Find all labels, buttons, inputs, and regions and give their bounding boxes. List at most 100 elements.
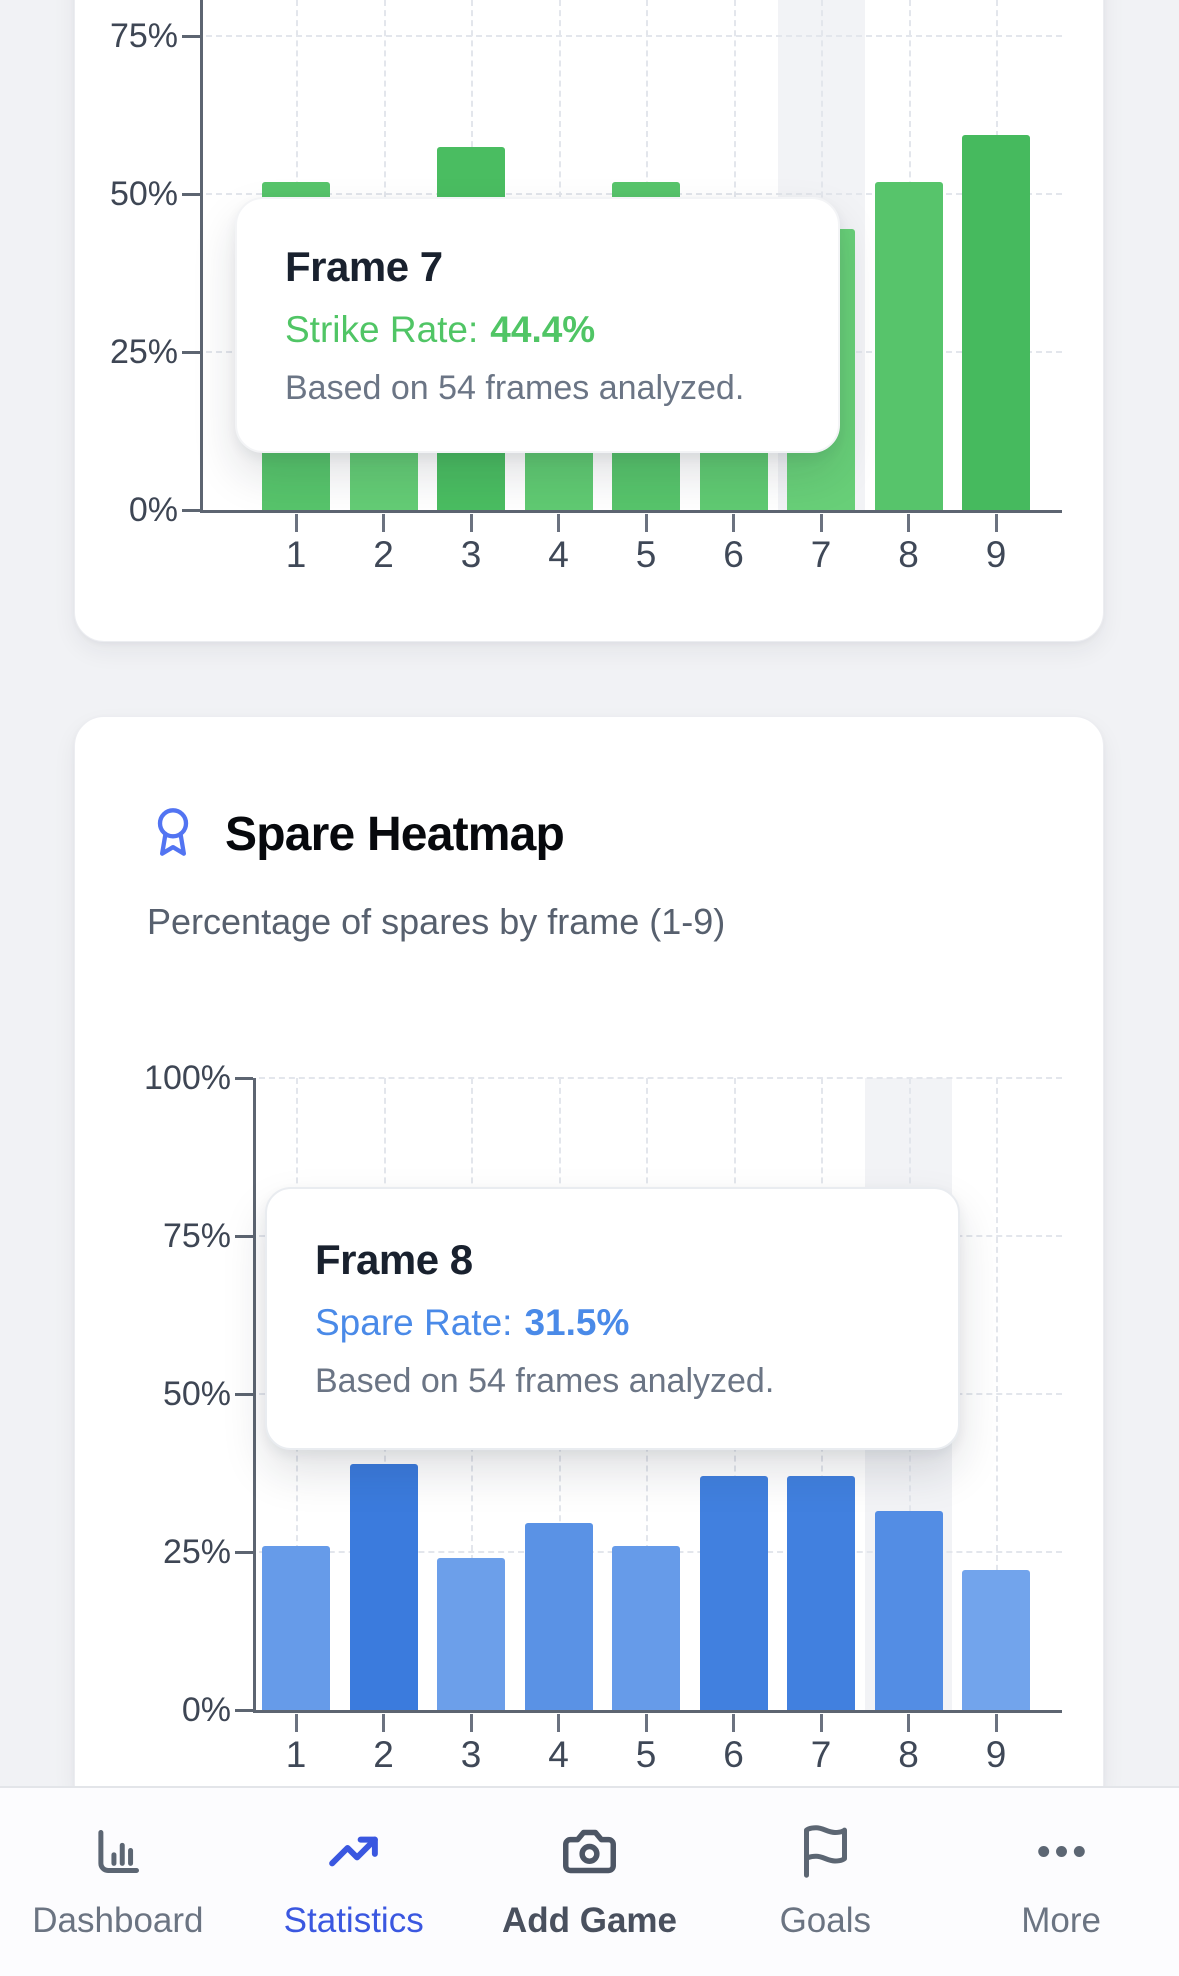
tooltip-rate-value: 44.4% — [490, 308, 596, 350]
x-axis-tick — [907, 514, 910, 532]
bottom-tab-bar: Dashboard Statistics Add Game Goals — [0, 1786, 1179, 1976]
y-axis-tick — [235, 1076, 253, 1080]
bar-frame-1[interactable] — [262, 1546, 330, 1710]
horizontal-gridline — [259, 1077, 1062, 1079]
spare-card-subtitle: Percentage of spares by frame (1-9) — [147, 901, 726, 942]
x-axis-tick — [469, 514, 473, 532]
x-axis-label: 7 — [810, 1734, 832, 1775]
y-axis-label: 100% — [144, 1059, 231, 1097]
trending-up-icon — [325, 1823, 382, 1885]
camera-icon — [561, 1823, 618, 1885]
tab-label: Dashboard — [32, 1901, 204, 1940]
x-axis-tick — [732, 514, 735, 532]
y-axis-tick — [182, 508, 200, 512]
tooltip-strike-rate: Strike Rate: 44.4% — [285, 309, 790, 351]
bar-frame-4[interactable] — [524, 1522, 593, 1710]
y-axis-label: 50% — [109, 175, 178, 213]
x-axis-tick — [557, 1714, 560, 1732]
spare-chart-tooltip: Frame 8 Spare Rate: 31.5% Based on 54 fr… — [265, 1187, 960, 1450]
x-axis-label: 7 — [810, 534, 832, 575]
y-axis-label: 25% — [162, 1533, 231, 1571]
y-axis-label: 0% — [181, 1691, 231, 1729]
award-icon — [147, 806, 199, 863]
x-axis-label: 9 — [985, 534, 1007, 575]
x-axis-label: 4 — [548, 1734, 569, 1775]
y-axis-label: 75% — [109, 17, 178, 55]
y-axis-tick — [235, 1708, 253, 1712]
x-axis-tick — [819, 1714, 823, 1732]
bar-frame-9[interactable] — [962, 1569, 1030, 1710]
bar-chart-icon — [89, 1823, 146, 1885]
flag-icon — [797, 1823, 854, 1885]
tooltip-frame-title: Frame 8 — [315, 1236, 473, 1283]
y-axis-tick — [182, 192, 200, 196]
tooltip-rate-value: 31.5% — [524, 1302, 630, 1343]
y-axis-label: 50% — [162, 1375, 231, 1413]
bar-frame-9[interactable] — [962, 135, 1030, 510]
tooltip-spare-rate: Spare Rate: 31.5% — [315, 1302, 910, 1344]
y-axis-tick — [235, 1392, 253, 1396]
bar-frame-3[interactable] — [437, 1557, 505, 1710]
x-axis-label: 4 — [548, 534, 569, 575]
bar-frame-2[interactable] — [349, 1464, 418, 1710]
spare-card-header: Spare Heatmap — [147, 806, 565, 863]
strike-chart-tooltip: Frame 7 Strike Rate: 44.4% Based on 54 f… — [235, 197, 840, 453]
x-axis-tick — [994, 1714, 998, 1732]
bar-frame-5[interactable] — [612, 1546, 680, 1710]
x-axis-tick — [382, 514, 385, 532]
tab-label: Goals — [779, 1901, 871, 1940]
x-axis-tick — [382, 1714, 385, 1732]
x-axis-tick — [644, 1714, 648, 1732]
tab-dashboard[interactable]: Dashboard — [0, 1788, 236, 1976]
tooltip-note: Based on 54 frames analyzed. — [285, 368, 745, 407]
x-axis-tick — [819, 514, 823, 532]
x-axis-label: 2 — [373, 534, 394, 575]
x-axis-label: 1 — [285, 534, 307, 575]
y-axis-label: 0% — [128, 491, 178, 529]
y-axis-tick — [235, 1550, 253, 1554]
x-axis-label: 8 — [898, 1734, 919, 1775]
tab-label: More — [1021, 1901, 1101, 1940]
x-axis-line — [200, 510, 1062, 513]
x-axis-label: 6 — [723, 1734, 744, 1775]
x-axis-tick — [294, 1714, 298, 1732]
tab-goals[interactable]: Goals — [707, 1788, 943, 1976]
tooltip-rate-label: Spare Rate: — [315, 1302, 513, 1343]
y-axis-line — [253, 1078, 256, 1713]
x-axis-label: 5 — [635, 534, 657, 575]
spare-rate-chart: 100% 75% 50% 25% 0% 1 2 3 4 5 6 7 8 9 — [0, 1059, 1179, 1785]
x-axis-label: 6 — [723, 534, 744, 575]
spare-card-title: Spare Heatmap — [225, 808, 565, 861]
x-axis-label: 5 — [635, 1734, 657, 1775]
tab-label: Statistics — [283, 1901, 424, 1940]
x-axis-label: 3 — [460, 534, 482, 575]
bar-frame-6[interactable] — [699, 1476, 768, 1710]
y-axis-label: 75% — [162, 1217, 231, 1255]
x-axis-tick — [732, 1714, 735, 1732]
tab-more[interactable]: More — [943, 1788, 1179, 1976]
x-axis-tick — [557, 514, 560, 532]
x-axis-label: 8 — [898, 534, 919, 575]
bar-frame-7[interactable] — [787, 1476, 855, 1710]
y-axis-tick — [182, 34, 200, 38]
x-axis-tick — [469, 1714, 473, 1732]
x-axis-label: 3 — [460, 1734, 482, 1775]
y-axis-line — [200, 0, 203, 513]
bar-frame-8[interactable] — [874, 1510, 943, 1710]
y-axis-tick — [235, 1234, 253, 1238]
bar-frame-8[interactable] — [874, 181, 943, 510]
horizontal-gridline — [206, 35, 1062, 37]
tab-add-game[interactable]: Add Game — [472, 1788, 708, 1976]
x-axis-label: 1 — [285, 1734, 307, 1775]
tab-statistics[interactable]: Statistics — [236, 1788, 472, 1976]
x-axis-tick — [644, 514, 648, 532]
x-axis-line — [253, 1710, 1062, 1713]
tab-label: Add Game — [501, 1901, 678, 1940]
tooltip-frame-title: Frame 7 — [285, 242, 443, 290]
y-axis-tick — [182, 350, 200, 354]
x-axis-tick — [994, 514, 998, 532]
x-axis-label: 2 — [373, 1734, 394, 1775]
x-axis-label: 9 — [985, 1734, 1007, 1775]
tooltip-note: Based on 54 frames analyzed. — [315, 1362, 775, 1400]
tooltip-rate-label: Strike Rate: — [285, 308, 479, 350]
